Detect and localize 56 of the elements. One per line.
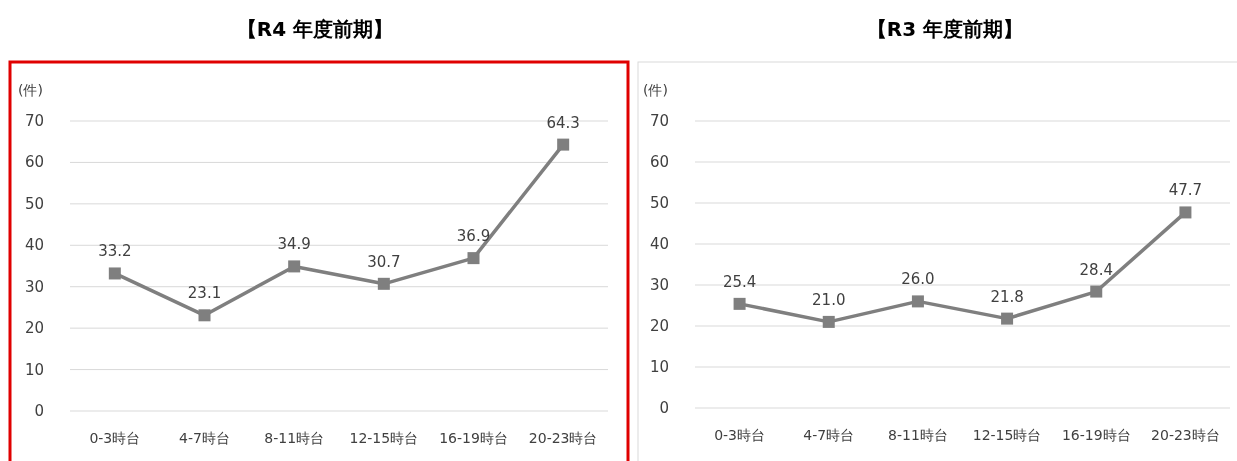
point — [377, 277, 390, 290]
data-label: 33.2 — [98, 242, 132, 261]
x-tick-label: 8-11時台 — [264, 430, 325, 446]
x-tick-label: 20-23時台 — [1151, 427, 1220, 443]
x-tick-label: 12-15時台 — [972, 427, 1042, 443]
y-tick-label: 20 — [24, 319, 44, 338]
y-tick-label: 50 — [24, 194, 44, 213]
chart-title: 【R3 年度前期】 — [866, 17, 1024, 41]
point — [557, 138, 570, 151]
point — [1179, 206, 1192, 219]
data-label: 36.9 — [456, 227, 491, 246]
data-label: 47.7 — [1168, 181, 1203, 200]
point — [288, 260, 301, 273]
data-label: 21.0 — [812, 290, 846, 309]
point — [198, 309, 211, 322]
y-tick-label: 10 — [24, 360, 44, 379]
x-tick-label: 4-7時台 — [179, 430, 230, 446]
y-tick-label: 70 — [24, 112, 44, 130]
chart-title: 【R4 年度前期】 — [236, 17, 394, 41]
point — [1090, 285, 1103, 298]
x-tick-label: 12-15時台 — [349, 430, 419, 446]
y-tick-label: 30 — [649, 276, 669, 294]
x-tick-label: 8-11時台 — [888, 427, 948, 443]
point — [467, 252, 480, 265]
y-tick-label: 0 — [34, 402, 44, 420]
x-tick-label: 4-7時台 — [803, 427, 855, 443]
point — [108, 267, 121, 280]
y-tick-label: 20 — [649, 317, 669, 335]
data-label: 64.3 — [546, 113, 580, 132]
y-tick-label: 40 — [649, 235, 669, 253]
x-tick-label: 20-23時台 — [528, 430, 598, 446]
point — [1001, 312, 1014, 325]
y-tick-label: 70 — [649, 112, 669, 130]
x-tick-label: 16-19時台 — [1061, 427, 1131, 443]
x-tick-label: 0-3時台 — [714, 427, 766, 443]
y-tick-label: 60 — [649, 153, 669, 171]
data-label: 23.1 — [187, 284, 222, 303]
point — [911, 295, 924, 308]
x-tick-label: 0-3時台 — [89, 430, 141, 446]
data-label: 30.7 — [367, 252, 401, 271]
y-tick-label: 30 — [24, 277, 44, 296]
y-axis-title: (件) — [643, 82, 668, 98]
data-label: 21.8 — [990, 287, 1024, 306]
y-tick-label: 0 — [659, 399, 669, 417]
y-tick-label: 50 — [649, 194, 669, 212]
y-tick-label: 60 — [24, 153, 44, 172]
data-label: 28.4 — [1079, 260, 1113, 279]
point — [822, 315, 835, 328]
y-tick-label: 10 — [649, 358, 669, 376]
data-label: 25.4 — [722, 272, 757, 291]
data-label: 26.0 — [901, 270, 935, 289]
y-axis-title: (件) — [18, 82, 43, 98]
point — [733, 297, 746, 310]
x-tick-label: 16-19時台 — [439, 430, 508, 446]
y-tick-label: 40 — [24, 236, 44, 255]
data-label: 34.9 — [277, 235, 311, 254]
